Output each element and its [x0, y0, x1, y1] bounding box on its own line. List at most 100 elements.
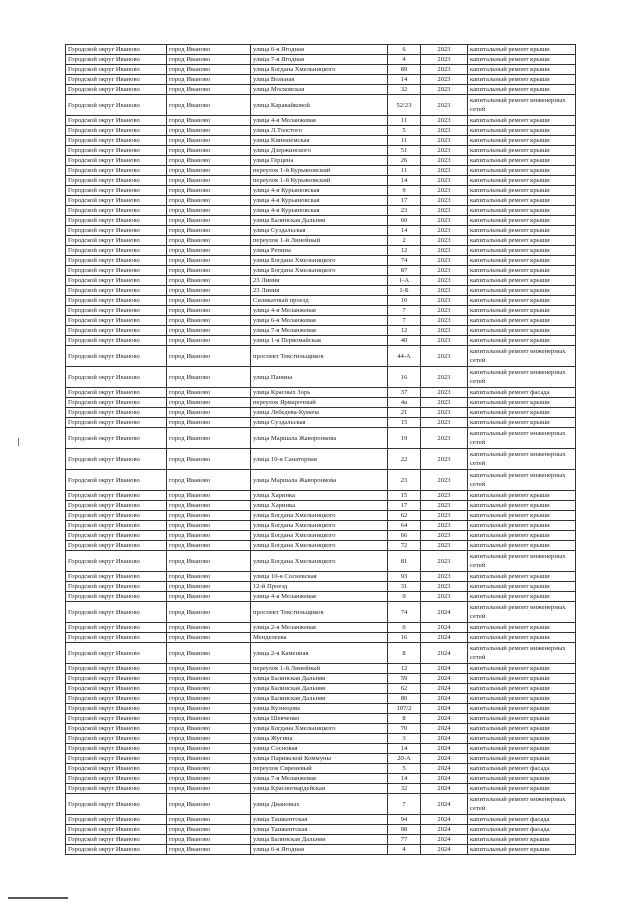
work-type-cell: капитальный ремонт инженерных сетей — [467, 366, 576, 388]
work-type-cell: капитальный ремонт крыши — [467, 581, 576, 592]
year-cell: 2023 — [420, 591, 468, 602]
district-cell: Городской округ Иваново — [65, 632, 167, 643]
city-cell: город Иваново — [166, 94, 251, 116]
work-type-cell: капитальный ремонт крыши — [467, 84, 576, 95]
work-type-cell: капитальный ремонт крыши — [467, 245, 576, 256]
city-cell: город Иваново — [166, 683, 251, 694]
house-number-cell: 15 — [387, 490, 421, 501]
district-cell: Городской округ Иваново — [65, 245, 167, 256]
house-number-cell: 87 — [387, 265, 421, 276]
table-row: Городской округ Иваново город Иваново улиц… — [65, 205, 576, 216]
table-row: Городской округ Иваново город Иваново улиц… — [65, 325, 576, 336]
district-cell: Городской округ Иваново — [65, 417, 167, 428]
year-cell: 2023 — [420, 185, 468, 196]
street-cell: улица 1-я Первомайская — [250, 335, 388, 346]
work-type-cell: капитальный ремонт крыши — [467, 743, 576, 754]
work-type-cell: капитальный ремонт крыши — [467, 165, 576, 176]
city-cell: город Иваново — [166, 783, 251, 794]
city-cell: город Иваново — [166, 844, 251, 855]
year-cell: 2023 — [420, 215, 468, 226]
table-row: Городской округ Иваново город Иваново улиц… — [65, 683, 576, 694]
year-cell: 2024 — [420, 773, 468, 784]
work-type-cell: капитальный ремонт крыши — [467, 315, 576, 326]
work-type-cell: капитальный ремонт крыши — [467, 540, 576, 551]
street-cell: переулок 1-й Линейный — [250, 663, 388, 674]
street-cell: улица 4-я Курьяновская — [250, 185, 388, 196]
house-number-cell: 40 — [387, 335, 421, 346]
district-cell: Городской округ Иваново — [65, 673, 167, 684]
year-cell: 2024 — [420, 693, 468, 704]
city-cell: город Иваново — [166, 550, 251, 572]
street-cell: улица 6-я Ягодная — [250, 844, 388, 855]
house-number-cell: 7 — [387, 315, 421, 326]
table-row: Городской округ Иваново город Иваново улиц… — [65, 448, 576, 470]
city-cell: город Иваново — [166, 733, 251, 744]
table-row: Городской округ Иваново город Иваново 23 Л… — [65, 285, 576, 296]
work-type-cell: капитальный ремонт инженерных сетей — [467, 550, 576, 572]
table-row: Городской округ Иваново город Иваново улиц… — [65, 84, 576, 95]
year-cell: 2024 — [420, 834, 468, 845]
table-row: Городской округ Иваново город Иваново улиц… — [65, 773, 576, 784]
street-cell: улица 4-я Курьяновская — [250, 205, 388, 216]
city-cell: город Иваново — [166, 703, 251, 714]
work-type-cell: капитальный ремонт крыши — [467, 753, 576, 764]
year-cell: 2023 — [420, 275, 468, 286]
street-cell: улица Маршала Жаворонкова — [250, 427, 388, 449]
house-number-cell: 9 — [387, 591, 421, 602]
house-number-cell: 12 — [387, 663, 421, 674]
house-number-cell: 32 — [387, 84, 421, 95]
city-cell: город Иваново — [166, 663, 251, 674]
year-cell: 2023 — [420, 325, 468, 336]
city-cell: город Иваново — [166, 44, 251, 55]
table-row: Городской округ Иваново город Иваново улиц… — [65, 673, 576, 684]
year-cell: 2023 — [420, 345, 468, 367]
city-cell: город Иваново — [166, 255, 251, 266]
city-cell: город Иваново — [166, 427, 251, 449]
table-row: Городской округ Иваново город Иваново улиц… — [65, 693, 576, 704]
year-cell: 2023 — [420, 285, 468, 296]
street-cell: улица Богдана Хмельницкого — [250, 520, 388, 531]
year-cell: 2023 — [420, 387, 468, 398]
street-cell: улица Герцена — [250, 155, 388, 166]
work-type-cell: капитальный ремонт фасада — [467, 387, 576, 398]
district-cell: Городской округ Иваново — [65, 255, 167, 266]
year-cell: 2023 — [420, 54, 468, 65]
street-cell: улица Вольная — [250, 74, 388, 85]
district-cell: Городской округ Иваново — [65, 571, 167, 582]
street-cell: улица Московская — [250, 84, 388, 95]
city-cell: город Иваново — [166, 74, 251, 85]
district-cell: Городской округ Иваново — [65, 125, 167, 136]
year-cell: 2024 — [420, 673, 468, 684]
district-cell: Городской округ Иваново — [65, 325, 167, 336]
district-cell: Городской округ Иваново — [65, 601, 167, 623]
table-row: Городской округ Иваново город Иваново улиц… — [65, 571, 576, 582]
year-cell: 2023 — [420, 205, 468, 216]
city-cell: город Иваново — [166, 510, 251, 521]
table-row: Городской округ Иваново город Иваново улиц… — [65, 723, 576, 734]
year-cell: 2023 — [420, 145, 468, 156]
street-cell: переулок 1-й Линейный — [250, 235, 388, 246]
house-number-cell: 89 — [387, 64, 421, 75]
district-cell: Городской округ Иваново — [65, 703, 167, 714]
year-cell: 2024 — [420, 733, 468, 744]
work-type-cell: капитальный ремонт инженерных сетей — [467, 345, 576, 367]
city-cell: город Иваново — [166, 305, 251, 316]
street-cell: 23 Линия — [250, 275, 388, 286]
district-cell: Городской округ Иваново — [65, 315, 167, 326]
year-cell: 2024 — [420, 632, 468, 643]
street-cell: улица 7-я Меланжевая — [250, 325, 388, 336]
street-cell: улица Красных Зорь — [250, 387, 388, 398]
work-type-cell: капитальный ремонт крыши — [467, 115, 576, 126]
work-type-cell: капитальный ремонт крыши — [467, 325, 576, 336]
district-cell: Городской округ Иваново — [65, 550, 167, 572]
house-number-cell: 12 — [387, 325, 421, 336]
city-cell: город Иваново — [166, 407, 251, 418]
work-type-cell: капитальный ремонт крыши — [467, 571, 576, 582]
district-cell: Городской округ Иваново — [65, 275, 167, 286]
street-cell: улица 6-я Меланжевая — [250, 315, 388, 326]
table-row: Городской округ Иваново город Иваново 23 Л… — [65, 275, 576, 286]
table-row: Городской округ Иваново город Иваново пере… — [65, 165, 576, 176]
house-number-cell: 16 — [387, 366, 421, 388]
district-cell: Городской округ Иваново — [65, 295, 167, 306]
work-type-cell: капитальный ремонт крыши — [467, 185, 576, 196]
